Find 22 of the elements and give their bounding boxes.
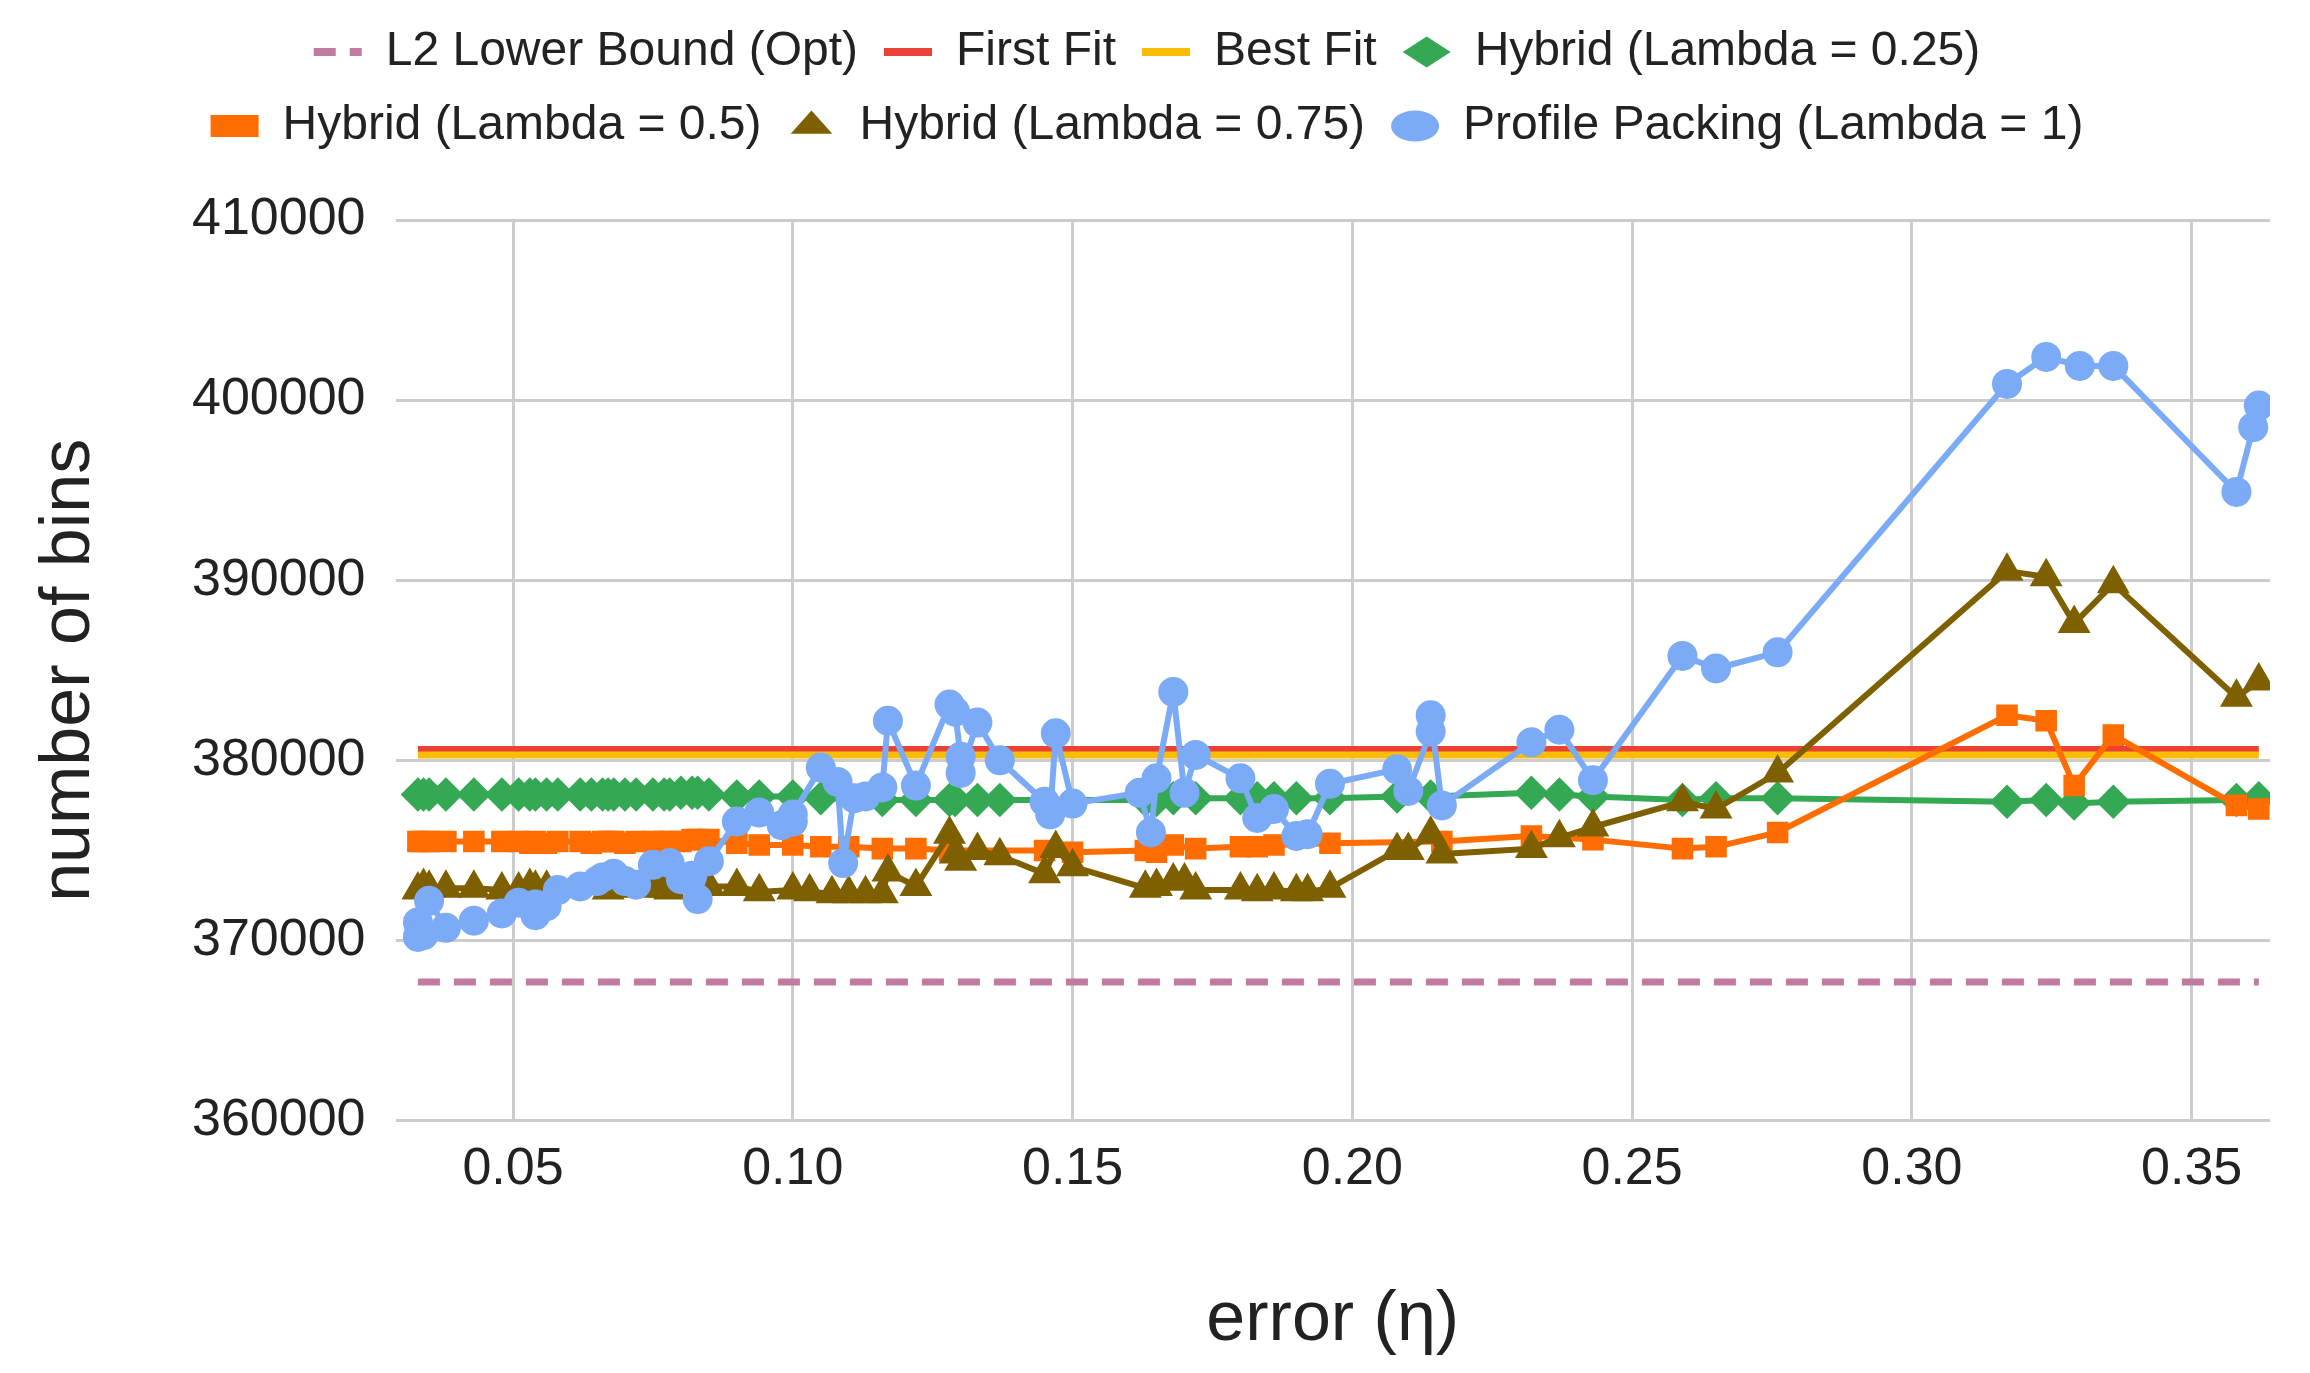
legend-label: Best Fit: [1213, 22, 1377, 76]
x-axis-title: error (η): [1206, 1277, 1460, 1356]
x-tick-label: 0.05: [462, 1137, 564, 1196]
x-tick-label: 0.10: [742, 1137, 844, 1196]
y-tick-label: 410000: [191, 187, 366, 246]
y-tick-label: 370000: [191, 907, 366, 966]
legend-label: Hybrid (Lambda = 0.5): [282, 96, 762, 150]
legend-label: L2 Lower Bound (Opt): [385, 22, 858, 76]
y-axis-title: number of bins: [26, 438, 105, 902]
x-tick-label: 0.25: [1581, 1137, 1683, 1196]
legend-label: Hybrid (Lambda = 0.25): [1474, 22, 1981, 76]
x-tick-label: 0.20: [1301, 1137, 1403, 1196]
y-tick-label: 360000: [191, 1087, 366, 1146]
y-tick-label: 390000: [191, 547, 366, 606]
y-tick-label: 400000: [191, 367, 366, 426]
legend-label: First Fit: [956, 22, 1116, 76]
x-tick-label: 0.30: [1861, 1137, 1963, 1196]
x-tick-label: 0.15: [1021, 1137, 1124, 1196]
y-tick-label: 380000: [191, 727, 366, 786]
x-tick-label: 0.35: [2141, 1137, 2243, 1196]
legend-label: Profile Packing (Lambda = 1): [1463, 96, 2084, 150]
legend-label: Hybrid (Lambda = 0.75): [859, 96, 1366, 150]
